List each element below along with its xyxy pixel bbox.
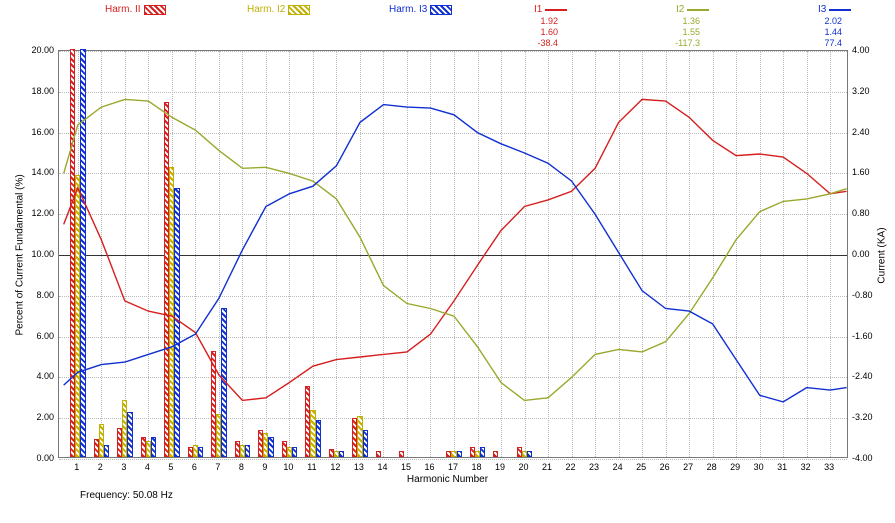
legend-bar-1: Harm. II (105, 4, 166, 15)
legend-line-3: I3 (818, 4, 851, 15)
legend-line-3-stats: 2.02 1.44 77.4 (802, 16, 842, 49)
x-tick: 12 (330, 462, 340, 472)
x-tick: 24 (613, 462, 623, 472)
x-tick: 13 (354, 462, 364, 472)
y-right-tick: 0.80 (852, 208, 884, 218)
x-tick: 7 (215, 462, 220, 472)
x-tick: 1 (74, 462, 79, 472)
x-tick: 2 (98, 462, 103, 472)
legend-line-1-label: I1 (534, 4, 542, 15)
y-right-tick: 3.20 (852, 86, 884, 96)
stat-val: 1.55 (660, 27, 700, 38)
legend-bar-2-label: Harm. I2 (247, 4, 285, 15)
x-tick: 29 (730, 462, 740, 472)
x-tick: 22 (566, 462, 576, 472)
x-tick: 27 (683, 462, 693, 472)
legend-line-2-label: I2 (676, 4, 684, 15)
x-tick: 33 (824, 462, 834, 472)
line-layer (59, 51, 849, 459)
y-left-tick: 2.00 (22, 412, 54, 422)
y-right-tick: 1.60 (852, 167, 884, 177)
x-tick: 6 (192, 462, 197, 472)
chart-root: Harm. II Harm. I2 Harm. I3 I1 I2 I3 1.92… (0, 0, 895, 523)
line-series (64, 105, 847, 402)
y-left-tick: 8.00 (22, 290, 54, 300)
x-tick: 28 (707, 462, 717, 472)
legend-bar-1-label: Harm. II (105, 4, 141, 15)
x-tick: 14 (377, 462, 387, 472)
y-left-tick: 16.00 (22, 127, 54, 137)
grid-h (59, 459, 847, 460)
x-tick: 20 (519, 462, 529, 472)
legend-line-2-swatch (687, 9, 709, 11)
x-tick: 26 (660, 462, 670, 472)
legend: Harm. II Harm. I2 Harm. I3 I1 I2 I3 1.92… (0, 4, 895, 46)
legend-line-1: I1 (534, 4, 567, 15)
x-tick: 9 (262, 462, 267, 472)
x-tick: 23 (589, 462, 599, 472)
line-series (64, 99, 847, 400)
y-left-tick: 14.00 (22, 167, 54, 177)
x-tick: 19 (495, 462, 505, 472)
y-left-tick: 4.00 (22, 371, 54, 381)
legend-bar-3-label: Harm. I3 (389, 4, 427, 15)
x-tick: 30 (754, 462, 764, 472)
x-tick: 3 (121, 462, 126, 472)
frequency-value: 50.08 Hz (133, 490, 173, 501)
x-tick: 4 (145, 462, 150, 472)
legend-line-1-swatch (545, 9, 567, 11)
legend-line-2: I2 (676, 4, 709, 15)
x-tick: 18 (471, 462, 481, 472)
stat-val: 1.60 (518, 27, 558, 38)
x-tick: 32 (801, 462, 811, 472)
legend-line-2-stats: 1.36 1.55 -117.3 (660, 16, 700, 49)
x-tick: 5 (168, 462, 173, 472)
y-right-tick: -0.80 (852, 290, 884, 300)
x-tick: 31 (777, 462, 787, 472)
plot-area (58, 50, 848, 458)
legend-bar-3: Harm. I3 (389, 4, 452, 15)
x-tick: 8 (239, 462, 244, 472)
stat-val: 77.4 (802, 38, 842, 49)
y-right-tick: -2.40 (852, 371, 884, 381)
x-tick: 10 (283, 462, 293, 472)
legend-line-3-swatch (829, 9, 851, 11)
legend-bar-3-swatch (430, 5, 452, 15)
y-right-tick: -1.60 (852, 331, 884, 341)
stat-val: 1.44 (802, 27, 842, 38)
y-right-tick: 0.00 (852, 249, 884, 259)
y-left-tick: 20.00 (22, 45, 54, 55)
x-tick: 15 (401, 462, 411, 472)
x-tick: 25 (636, 462, 646, 472)
legend-bar-2-swatch (288, 5, 310, 15)
y-left-tick: 18.00 (22, 86, 54, 96)
stat-val: -117.3 (660, 38, 700, 49)
y-right-tick: -3.20 (852, 412, 884, 422)
y-left-tick: 0.00 (22, 453, 54, 463)
y-right-tick: 2.40 (852, 127, 884, 137)
y-left-tick: 6.00 (22, 331, 54, 341)
x-axis-label: Harmonic Number (407, 474, 488, 485)
legend-bar-1-swatch (144, 5, 166, 15)
stat-val: 1.36 (660, 16, 700, 27)
x-tick: 21 (542, 462, 552, 472)
stat-val: -38.4 (518, 38, 558, 49)
y-left-tick: 10.00 (22, 249, 54, 259)
y-left-tick: 12.00 (22, 208, 54, 218)
y-right-tick: -4.00 (852, 453, 884, 463)
frequency-readout: Frequency: 50.08 Hz (80, 490, 173, 501)
legend-line-3-label: I3 (818, 4, 826, 15)
x-tick: 11 (307, 462, 316, 472)
stat-val: 2.02 (802, 16, 842, 27)
frequency-label: Frequency: (80, 490, 130, 501)
x-tick: 16 (424, 462, 434, 472)
legend-bar-2: Harm. I2 (247, 4, 310, 15)
stat-val: 1.92 (518, 16, 558, 27)
x-tick: 17 (448, 462, 458, 472)
legend-line-1-stats: 1.92 1.60 -38.4 (518, 16, 558, 49)
y-right-tick: 4.00 (852, 45, 884, 55)
